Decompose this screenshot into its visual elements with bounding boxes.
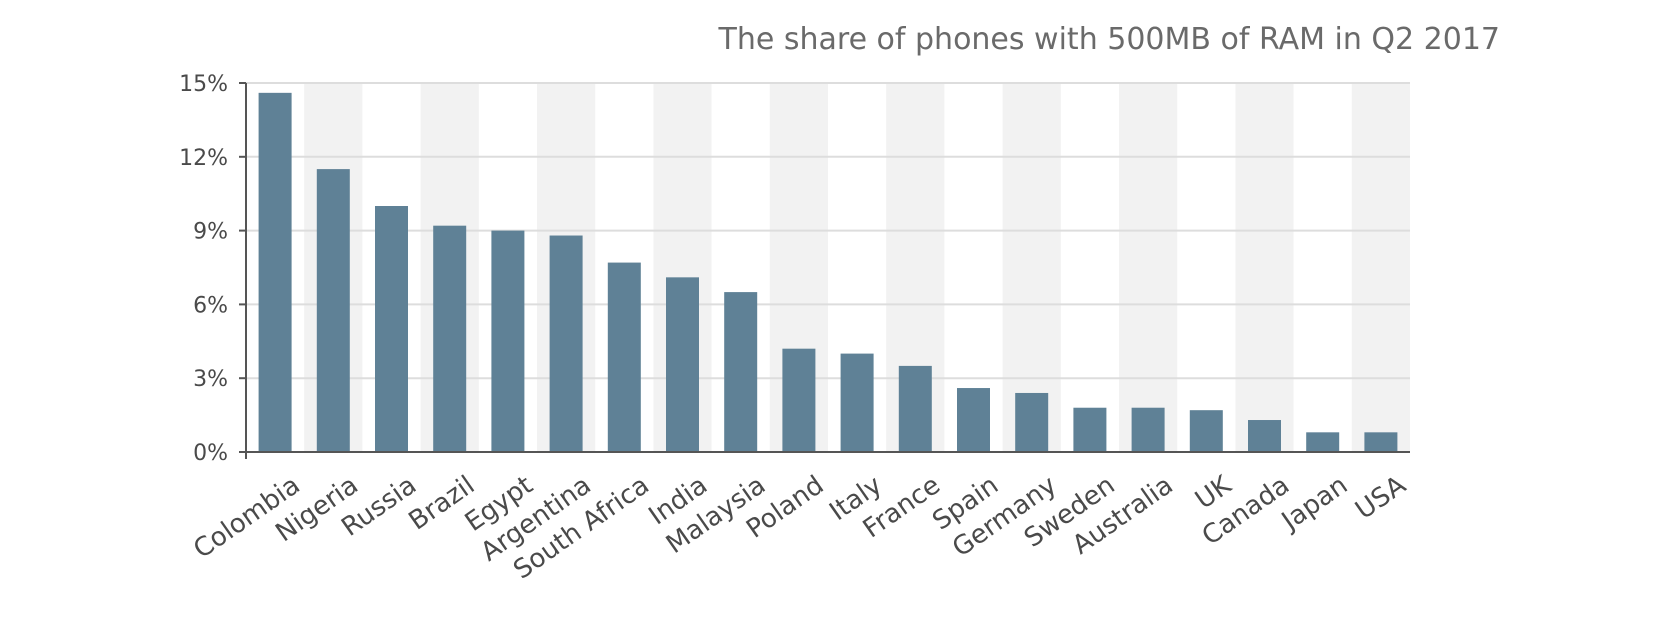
bar-argentina <box>549 235 583 452</box>
bar-nigeria <box>316 169 350 452</box>
bar-usa <box>1364 432 1398 452</box>
background-band <box>1002 83 1061 452</box>
bar-australia <box>1131 407 1165 452</box>
bar-south-africa <box>607 262 641 452</box>
bar-russia <box>375 206 408 452</box>
bar-france <box>898 365 932 452</box>
bar-india <box>666 277 699 452</box>
background-band <box>1351 83 1410 452</box>
background-band <box>1235 83 1294 452</box>
y-tick-label: 9% <box>193 220 228 245</box>
y-tick-label: 3% <box>193 367 228 392</box>
bar-japan <box>1306 432 1340 452</box>
background-band <box>1119 83 1178 452</box>
bar-sweden <box>1073 407 1107 452</box>
bar-poland <box>782 348 816 452</box>
bar-germany <box>1015 392 1049 452</box>
y-tick-label: 6% <box>193 293 228 318</box>
y-tick-label: 12% <box>179 146 228 171</box>
bar-colombia <box>258 92 292 452</box>
bar-italy <box>840 353 874 452</box>
bar-brazil <box>433 225 467 452</box>
bar-egypt <box>491 230 525 452</box>
x-tick-label: USA <box>1350 470 1411 526</box>
bar-spain <box>957 388 990 452</box>
x-tick-label: Japan <box>1275 470 1353 537</box>
chart-title: The share of phones with 500MB of RAM in… <box>718 22 1500 57</box>
y-tick-label: 15% <box>179 72 228 97</box>
bar-uk <box>1189 410 1223 452</box>
bar-malaysia <box>724 292 758 452</box>
bar-canada <box>1248 420 1281 452</box>
y-tick-label: 0% <box>193 441 228 466</box>
